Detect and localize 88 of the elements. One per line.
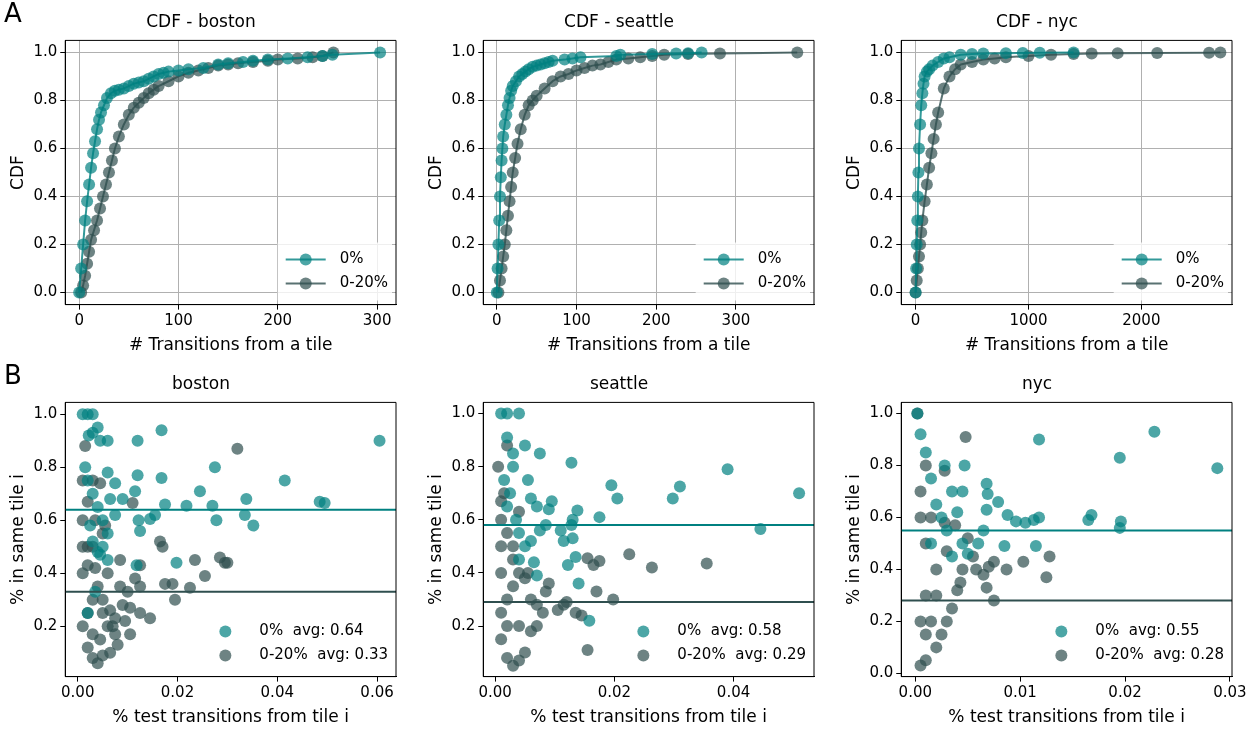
y-tick-label: 0.2 xyxy=(451,234,476,253)
x-tick-label: 200 xyxy=(263,311,293,330)
y-tick-label: 0.2 xyxy=(869,611,894,630)
x-tick-label: 0.06 xyxy=(360,683,394,702)
y-tick-label: 1.0 xyxy=(451,42,476,61)
y-tick-label: 0.6 xyxy=(869,507,894,526)
y-axis-title: CDF xyxy=(842,155,863,190)
y-tick-label: 0.4 xyxy=(33,563,58,582)
chart-title: CDF - seattle xyxy=(564,10,674,31)
x-tick-label: 0.01 xyxy=(1003,683,1037,702)
legend-label: 0% avg: 0.55 xyxy=(1095,621,1200,640)
x-tick-label: 100 xyxy=(164,311,193,330)
legend-label: 0-20% avg: 0.28 xyxy=(1095,645,1225,664)
x-tick-label: 300 xyxy=(362,311,392,330)
y-tick-label: 0.4 xyxy=(451,186,476,205)
y-tick-label: 1.0 xyxy=(33,42,58,61)
y-tick-label: 0.2 xyxy=(451,615,476,634)
chart-title: seattle xyxy=(589,372,649,393)
y-axis-title: CDF xyxy=(424,155,445,190)
y-tick-label: 0.4 xyxy=(451,562,476,581)
x-axis-title: # Transitions from a tile xyxy=(128,334,333,355)
legend-label: 0-20% xyxy=(339,273,388,292)
x-axis-title: # Transitions from a tile xyxy=(546,334,751,355)
chart-title: CDF - boston xyxy=(146,10,256,31)
y-tick-label: 0.0 xyxy=(869,663,894,682)
x-tick-label: 0.00 xyxy=(61,683,95,702)
y-tick-label: 1.0 xyxy=(869,42,894,61)
x-tick-label: 0.03 xyxy=(1213,683,1247,702)
x-tick-label: 2000 xyxy=(1122,311,1161,330)
y-tick-label: 0.0 xyxy=(33,282,58,301)
y-tick-label: 1.0 xyxy=(33,404,58,423)
y-tick-label: 0.6 xyxy=(451,509,476,528)
text: A xyxy=(4,0,22,28)
x-tick-label: 0.02 xyxy=(160,683,195,702)
x-tick-label: 100 xyxy=(562,311,591,330)
x-tick-label: 0.00 xyxy=(478,683,512,702)
y-tick-label: 0.8 xyxy=(869,455,894,474)
x-tick-label: 0 xyxy=(74,311,84,330)
y-tick-label: 0.4 xyxy=(869,559,894,578)
y-tick-label: 0.4 xyxy=(33,186,58,205)
x-tick-label: 0.02 xyxy=(1108,683,1142,702)
y-tick-label: 0.2 xyxy=(869,234,894,253)
legend-label: 0% avg: 0.58 xyxy=(677,621,782,640)
x-tick-label: 0.00 xyxy=(898,683,933,702)
x-tick-label: 300 xyxy=(721,311,751,330)
y-tick-label: 1.0 xyxy=(869,403,894,422)
y-axis-title: CDF xyxy=(6,155,27,190)
text: B xyxy=(4,359,22,390)
y-axis-title: % in same tile i xyxy=(6,474,27,605)
legend-label: 0% xyxy=(757,249,782,268)
y-tick-label: 1.0 xyxy=(451,403,476,422)
x-tick-label: 0 xyxy=(910,311,921,330)
legend-label: 0% xyxy=(339,249,364,268)
y-tick-label: 0.8 xyxy=(33,457,58,476)
y-tick-label: 0.8 xyxy=(33,90,58,109)
x-axis-title: % test transitions from tile i xyxy=(530,706,767,727)
y-tick-label: 0.0 xyxy=(451,282,476,301)
y-axis-title: % in same tile i xyxy=(424,474,445,605)
x-tick-label: 0.04 xyxy=(716,683,751,702)
x-axis-title: % test transitions from tile i xyxy=(112,706,349,727)
y-tick-label: 0.6 xyxy=(869,138,894,157)
y-axis-title: % in same tile i xyxy=(842,474,863,605)
x-tick-label: 0.04 xyxy=(260,683,294,702)
x-tick-label: 1000 xyxy=(1009,311,1048,330)
legend-label: 0-20% xyxy=(1175,273,1224,292)
chart-title: nyc xyxy=(1021,372,1053,393)
y-tick-label: 0.2 xyxy=(33,616,58,635)
legend-label: 0% xyxy=(1175,249,1200,268)
y-tick-label: 0.6 xyxy=(33,510,58,529)
y-tick-label: 0.6 xyxy=(33,138,58,157)
y-tick-label: 0.0 xyxy=(869,282,894,301)
y-tick-label: 0.6 xyxy=(451,138,476,157)
y-tick-label: 0.8 xyxy=(451,456,476,475)
y-tick-label: 0.2 xyxy=(33,234,58,253)
x-axis-title: % test transitions from tile i xyxy=(948,706,1185,727)
x-tick-label: 0 xyxy=(492,311,502,330)
chart-title: CDF - nyc xyxy=(996,10,1078,31)
legend-label: 0% avg: 0.64 xyxy=(259,621,364,640)
x-tick-label: 0.02 xyxy=(597,683,632,702)
chart-title: boston xyxy=(172,372,230,393)
y-tick-label: 0.4 xyxy=(869,186,894,205)
y-tick-label: 0.8 xyxy=(869,90,894,109)
x-axis-title: # Transitions from a tile xyxy=(964,334,1169,355)
y-tick-label: 0.8 xyxy=(451,90,476,109)
legend-label: 0-20% xyxy=(757,273,806,292)
legend-label: 0-20% avg: 0.29 xyxy=(677,645,807,664)
legend-label: 0-20% avg: 0.33 xyxy=(259,645,389,664)
x-tick-label: 200 xyxy=(641,311,671,330)
